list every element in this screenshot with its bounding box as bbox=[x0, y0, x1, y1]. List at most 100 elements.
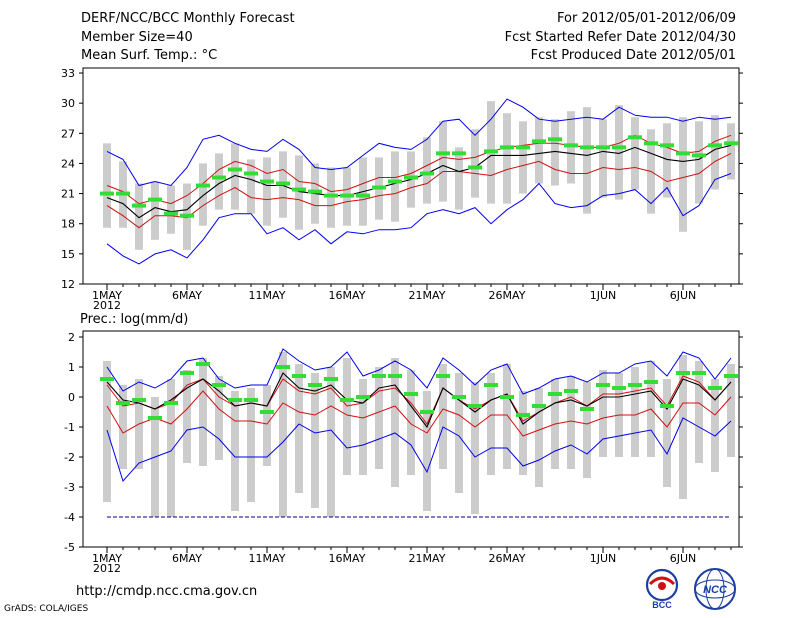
y-axis: -5 -4 -3 -2 -1 0 1 2 bbox=[64, 331, 743, 554]
x-tick-label: 21MAY bbox=[409, 289, 446, 302]
x-tick-label: 1JUN bbox=[590, 289, 617, 302]
ensemble-mean-marker bbox=[180, 213, 194, 218]
ensemble-mean-marker bbox=[724, 374, 738, 378]
x-tick-label: 1JUN bbox=[590, 552, 617, 565]
member-size-label: Member Size=40 bbox=[81, 30, 193, 45]
range-bar bbox=[135, 183, 143, 250]
range-bar bbox=[695, 361, 703, 463]
forecast-start-date: Fcst Started Refer Date 2012/04/30 bbox=[504, 30, 736, 45]
ensemble-mean-marker bbox=[596, 145, 610, 150]
x-tick-label: 6JUN bbox=[670, 289, 697, 302]
range-bar bbox=[327, 367, 335, 517]
range-bar bbox=[679, 117, 687, 232]
temperature-panel-title: Mean Surf. Temp.: °C bbox=[81, 48, 218, 63]
range-bar bbox=[471, 129, 479, 198]
bcc-logo-ring bbox=[645, 568, 679, 602]
ensemble-mean-marker bbox=[164, 401, 178, 405]
x-year-label: 2012 bbox=[93, 299, 121, 312]
range-bar bbox=[663, 123, 671, 198]
x-axis: 1MAY 6MAY 11MAY 16MAY 21MAY 26MAY 1JUN 6JUN 2012 bbox=[92, 284, 732, 312]
y-tick-label: 21 bbox=[61, 188, 75, 201]
range-bar bbox=[583, 382, 591, 478]
range-bar bbox=[183, 370, 191, 463]
ensemble-mean-marker bbox=[292, 187, 306, 192]
series-min-line bbox=[106, 98, 732, 187]
ensemble-mean-marker bbox=[500, 145, 514, 150]
range-bar bbox=[727, 123, 735, 180]
ensemble-mean-marker bbox=[132, 203, 146, 208]
range-bar bbox=[151, 181, 159, 240]
range-bar bbox=[263, 157, 271, 226]
ensemble-mean-marker bbox=[132, 398, 146, 402]
ensemble-mean-marker bbox=[292, 374, 306, 378]
ensemble-mean-marker bbox=[612, 386, 626, 390]
ensemble-mean-marker bbox=[564, 389, 578, 393]
range-bar bbox=[503, 364, 511, 469]
range-bar bbox=[567, 376, 575, 469]
ensemble-mean-marker bbox=[324, 377, 338, 381]
range-bar bbox=[407, 370, 415, 475]
ensemble-mean-marker bbox=[436, 151, 450, 156]
y-tick-label: 12 bbox=[61, 278, 75, 291]
ensemble-mean-marker bbox=[148, 416, 162, 420]
range-bar bbox=[503, 113, 511, 204]
ensemble-mean-marker bbox=[420, 171, 434, 176]
y-tick-label: 2 bbox=[68, 331, 75, 344]
ensemble-mean-marker bbox=[372, 374, 386, 378]
ensemble-mean-marker bbox=[724, 141, 738, 146]
x-tick-label: 11MAY bbox=[249, 289, 286, 302]
x-tick-label: 21MAY bbox=[409, 552, 446, 565]
series-max-line bbox=[106, 173, 732, 265]
source-url[interactable]: http://cmdp.ncc.cma.gov.cn bbox=[76, 584, 258, 599]
y-tick-label: 24 bbox=[61, 157, 75, 170]
x-tick-label: 16MAY bbox=[329, 289, 366, 302]
ensemble-mean-marker bbox=[356, 395, 370, 399]
range-bar bbox=[199, 358, 207, 466]
range-bar bbox=[583, 107, 591, 214]
range-bar bbox=[727, 364, 735, 457]
ensemble-mean-marker bbox=[196, 183, 210, 188]
range-bar bbox=[247, 159, 255, 214]
ensemble-mean-marker bbox=[548, 392, 562, 396]
x-tick-label: 1MAY bbox=[92, 289, 122, 302]
bcc-logo: BCC bbox=[645, 568, 679, 610]
x-tick-label: 16MAY bbox=[329, 552, 366, 565]
ensemble-mean-marker bbox=[660, 143, 674, 148]
y-tick-label: -4 bbox=[64, 511, 75, 524]
range-bar bbox=[215, 153, 223, 210]
ensemble-mean-marker bbox=[644, 380, 658, 384]
ensemble-mean-marker bbox=[660, 404, 674, 408]
range-bar bbox=[455, 147, 463, 210]
x-tick-label: 6MAY bbox=[172, 289, 202, 302]
range-bar bbox=[167, 185, 175, 234]
ensemble-mean-marker bbox=[436, 374, 450, 378]
range-bar bbox=[295, 364, 303, 493]
ensemble-mean-marker bbox=[100, 377, 114, 381]
ensemble-mean-marker bbox=[276, 365, 290, 369]
x-tick-label: 26MAY bbox=[489, 289, 526, 302]
chart-panel-1: 12 15 18 21 24 27 30 33 1MAY 6MAY 11MAY 16MAY 21MAY 2… bbox=[61, 67, 743, 312]
range-bar bbox=[439, 364, 447, 469]
range-bar bbox=[343, 358, 351, 475]
range-bar bbox=[631, 117, 639, 190]
range-bar bbox=[391, 151, 399, 222]
ensemble-mean-marker bbox=[372, 185, 386, 190]
ncc-logo-meridian bbox=[705, 568, 725, 610]
range-bar bbox=[567, 111, 575, 184]
range-bar bbox=[711, 379, 719, 472]
series-q3-line bbox=[106, 375, 732, 425]
forecast-period: For 2012/05/01-2012/06/09 bbox=[557, 11, 736, 26]
ensemble-mean-marker bbox=[532, 404, 546, 408]
ensemble-mean-marker bbox=[212, 175, 226, 180]
series-q3-line bbox=[106, 152, 732, 229]
range-bar bbox=[119, 385, 127, 469]
x-axis: 1MAY 6MAY 11MAY 16MAY 21MAY 26MAY 1JUN 6JUN 2012 bbox=[92, 547, 732, 575]
series-q1-line bbox=[106, 134, 732, 205]
ensemble-mean-markers bbox=[100, 135, 738, 218]
x-tick-label: 26MAY bbox=[489, 552, 526, 565]
ensemble-mean-marker bbox=[212, 383, 226, 387]
range-bar bbox=[551, 119, 559, 186]
ensemble-mean-marker bbox=[100, 191, 114, 196]
ensemble-mean-marker bbox=[116, 191, 130, 196]
